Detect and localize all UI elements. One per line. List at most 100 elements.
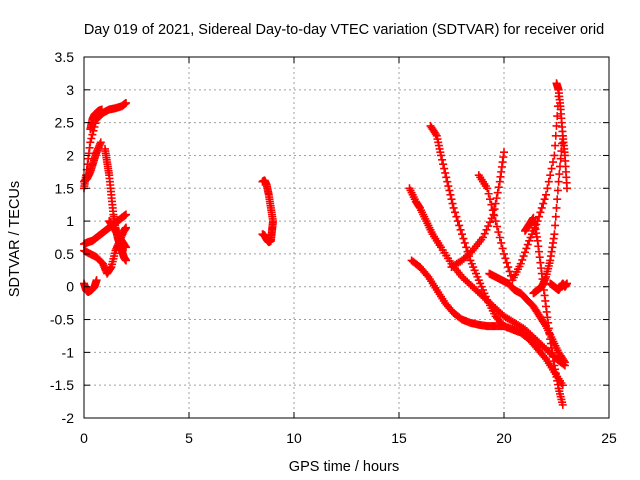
data-point [486, 195, 494, 204]
series-arc-15 [485, 269, 569, 367]
data-point [522, 244, 531, 253]
data-point [519, 252, 528, 261]
series-arc-5 [80, 223, 130, 278]
data-point [458, 230, 466, 239]
data-point [442, 173, 451, 182]
data-point [446, 190, 455, 199]
data-point [551, 212, 560, 221]
data-point [552, 203, 561, 212]
data-point [440, 164, 449, 173]
data-point [462, 243, 471, 252]
grid [84, 57, 609, 418]
data-point [96, 138, 105, 147]
axis-ticks: 0 5 10 15 20 25 -2 -1.5 -1 -0.5 0 0.5 1 1.5 2 2.5 3 3.5 [50, 49, 617, 446]
data-point [551, 141, 560, 150]
data-point [491, 199, 500, 208]
data-point [549, 158, 557, 167]
data-point [486, 218, 494, 227]
y-tick-label: 3 [66, 82, 74, 98]
data-point [553, 195, 562, 204]
data-point [431, 130, 440, 139]
data-point [122, 243, 130, 252]
data-point [500, 322, 508, 331]
y-tick-label: 3.5 [55, 49, 75, 65]
data-point [487, 200, 496, 209]
data-point [552, 121, 561, 130]
x-tick-label: 5 [185, 430, 193, 446]
series-arc-18 [546, 279, 571, 295]
data-point [494, 183, 503, 192]
data-point [455, 221, 464, 230]
data-point [87, 134, 96, 143]
data-point [439, 160, 448, 169]
y-tick-label: -2 [62, 410, 75, 426]
data-point [563, 279, 571, 288]
data-point [480, 229, 489, 238]
series-arc-13 [447, 148, 508, 272]
data-point [551, 221, 560, 230]
data-point [438, 155, 447, 164]
data-point [483, 184, 492, 193]
data-point [452, 212, 461, 221]
data-point [92, 276, 101, 285]
data-point [492, 194, 501, 203]
x-tick-label: 10 [286, 430, 302, 446]
data-point [544, 177, 553, 186]
x-tick-label: 15 [391, 430, 407, 446]
x-tick-label: 25 [601, 430, 617, 446]
data-point [558, 400, 567, 409]
data-point [448, 199, 457, 208]
data-point [491, 217, 500, 226]
data-point [482, 225, 491, 234]
data-point [122, 210, 130, 219]
y-tick-label: -1.5 [50, 377, 74, 393]
data-point [494, 228, 503, 237]
data-point [495, 233, 504, 242]
data-point [479, 233, 487, 242]
data-point [543, 184, 552, 193]
data-point [554, 177, 563, 186]
y-tick-label: 1.5 [55, 180, 75, 196]
x-axis-label: GPS time / hours [289, 459, 399, 475]
series-arc-8 [105, 217, 130, 252]
x-tick-label: 20 [496, 430, 512, 446]
data-point [518, 255, 527, 264]
data-point [553, 186, 562, 195]
data-point [466, 248, 475, 257]
data-point [500, 148, 508, 157]
data-point [86, 138, 95, 147]
y-tick-label: 2 [66, 147, 74, 163]
series-arc-12 [407, 256, 508, 331]
data-point [88, 130, 97, 139]
y-tick-label: 2.5 [55, 115, 75, 131]
data-point [547, 164, 556, 173]
data-point [502, 258, 511, 267]
plot-frame [83, 56, 610, 419]
data-point [550, 151, 559, 160]
data-point [97, 105, 106, 114]
data-point [537, 203, 546, 212]
data-point [498, 244, 507, 253]
data-point [497, 238, 506, 247]
data-point [484, 222, 493, 231]
y-tick-label: -1 [62, 344, 75, 360]
x-tick-label: 0 [80, 430, 88, 446]
series-arc-2 [86, 105, 106, 134]
data-point [550, 230, 559, 239]
data-point [451, 208, 459, 217]
data-point [501, 254, 510, 263]
data-point [447, 195, 456, 204]
data-point [539, 199, 548, 208]
data-point [443, 177, 452, 186]
data-point [488, 206, 497, 215]
data-point [500, 249, 508, 258]
data-point [505, 267, 514, 276]
data-point [258, 230, 267, 239]
data-point [560, 358, 569, 367]
chart-title: Day 019 of 2021, Sidereal Day-to-day VTE… [84, 22, 604, 38]
series-arc-9 [258, 176, 277, 247]
y-axis-label: SDTVAR / TECUs [7, 181, 23, 297]
data-point [441, 168, 450, 177]
